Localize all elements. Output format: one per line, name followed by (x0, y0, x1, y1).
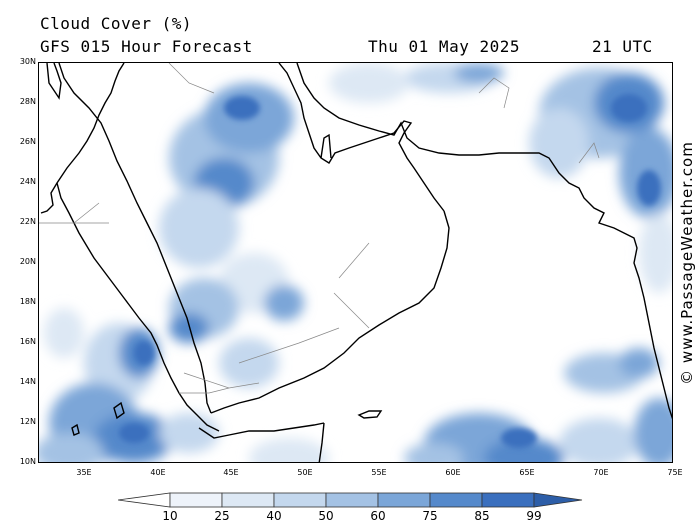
legend-label-85: 85 (474, 509, 490, 523)
legend-label-40: 40 (266, 509, 282, 523)
map-canvas (39, 63, 672, 462)
lon-label-50e: 50E (297, 468, 313, 477)
legend-label-75: 75 (422, 509, 438, 523)
lat-label-10n: 10N (19, 457, 36, 466)
map-title: Cloud Cover (%) (40, 14, 192, 33)
lat-label-14n: 14N (19, 377, 36, 386)
lat-label-30n: 30N (19, 57, 36, 66)
lat-label-24n: 24N (19, 177, 36, 186)
legend-swatch-4 (325, 492, 379, 508)
legend-swatch-7 (481, 492, 535, 508)
lat-label-26n: 26N (19, 137, 36, 146)
legend-swatch-5 (377, 492, 431, 508)
lon-label-45e: 45E (223, 468, 239, 477)
legend-swatch-2 (221, 492, 275, 508)
legend-label-50: 50 (318, 509, 334, 523)
lat-label-22n: 22N (19, 217, 36, 226)
legend-swatch-3 (273, 492, 327, 508)
coastlines (40, 63, 672, 462)
cloud-cores (119, 94, 661, 448)
forecast-subtitle: GFS 015 Hour Forecast (40, 37, 253, 56)
borders (39, 63, 600, 394)
lat-label-20n: 20N (19, 257, 36, 266)
lon-label-55e: 55E (371, 468, 387, 477)
cloud-field (39, 63, 672, 462)
lat-label-16n: 16N (19, 337, 36, 346)
legend-swatch-1 (169, 492, 223, 508)
legend-label-99: 99 (526, 509, 542, 523)
lat-label-18n: 18N (19, 297, 36, 306)
forecast-date: Thu 01 May 2025 (368, 37, 520, 56)
lon-label-40e: 40E (150, 468, 166, 477)
legend-swatch-0 (117, 492, 171, 508)
lon-label-65e: 65E (519, 468, 535, 477)
lon-label-75e: 75E (667, 468, 683, 477)
lon-label-70e: 70E (593, 468, 609, 477)
legend-swatch-6 (429, 492, 483, 508)
legend-label-25: 25 (214, 509, 230, 523)
lon-label-60e: 60E (445, 468, 461, 477)
lon-label-35e: 35E (76, 468, 92, 477)
legend-label-60: 60 (370, 509, 386, 523)
watermark: © www.PassageWeather.com (675, 62, 699, 463)
legend-bar (117, 492, 583, 508)
cloud-cover-map (38, 62, 673, 463)
forecast-time: 21 UTC (592, 37, 653, 56)
lat-label-12n: 12N (19, 417, 36, 426)
color-legend: 10 25 40 50 60 75 85 99 (117, 492, 583, 524)
legend-label-10: 10 (162, 509, 178, 523)
watermark-text: © www.PassageWeather.com (678, 140, 696, 385)
legend-swatch-8 (533, 492, 583, 508)
lat-label-28n: 28N (19, 97, 36, 106)
